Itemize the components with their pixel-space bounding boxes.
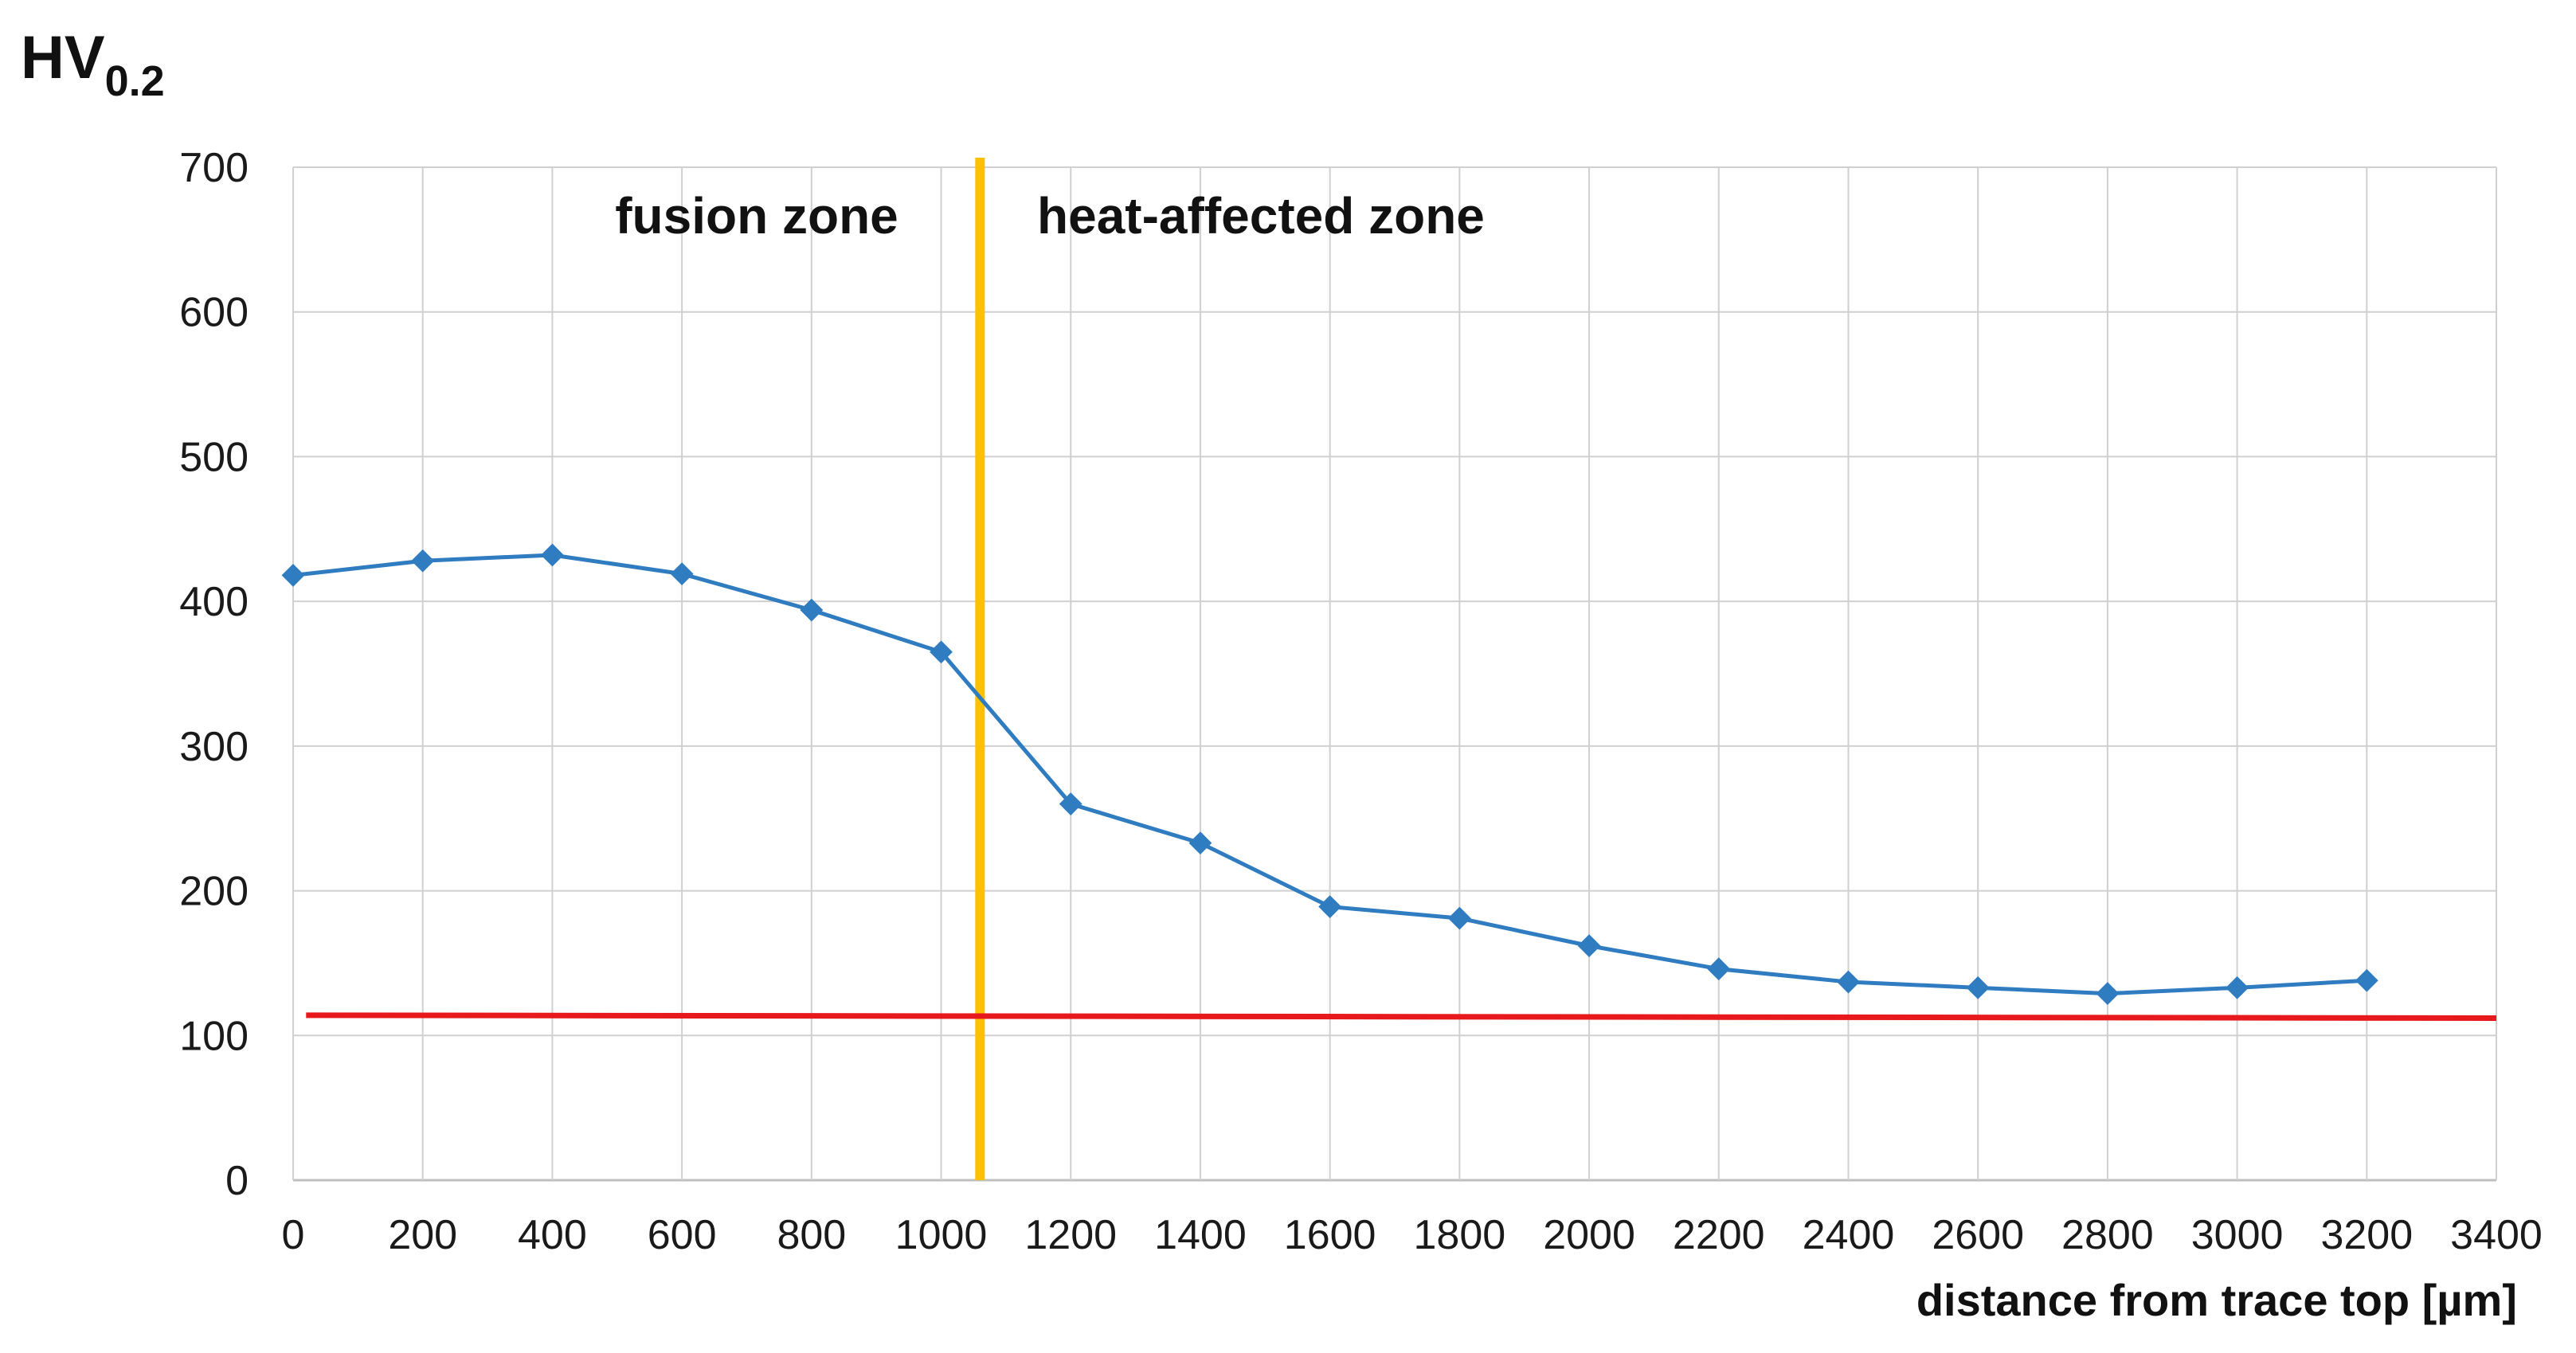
x-tick-label: 1000 xyxy=(895,1212,988,1258)
hardness-point xyxy=(2096,982,2120,1006)
x-tick-label: 3200 xyxy=(2320,1212,2413,1258)
x-tick-label: 800 xyxy=(777,1212,846,1258)
x-tick-label: 1800 xyxy=(1414,1212,1506,1258)
x-tick-label: 1600 xyxy=(1284,1212,1376,1258)
y-tick-label: 100 xyxy=(179,1013,249,1059)
y-tick-label: 200 xyxy=(179,869,249,915)
y-tick-label: 300 xyxy=(179,724,249,770)
hardness-point xyxy=(1059,792,1082,815)
x-tick-label: 1200 xyxy=(1024,1212,1117,1258)
x-tick-label: 0 xyxy=(282,1212,305,1258)
y-tick-label: 400 xyxy=(179,579,249,625)
hardness-point xyxy=(281,564,305,587)
x-tick-label: 2000 xyxy=(1543,1212,1635,1258)
y-tick-label: 0 xyxy=(225,1158,249,1204)
x-tick-label: 2800 xyxy=(2061,1212,2154,1258)
y-axis-title-main: HV xyxy=(21,24,105,92)
y-tick-label: 500 xyxy=(179,434,249,480)
x-tick-label: 2400 xyxy=(1803,1212,1895,1258)
x-tick-label: 400 xyxy=(518,1212,587,1258)
hardness-point xyxy=(1318,895,1342,918)
hardness-point xyxy=(1447,906,1471,930)
reference-line xyxy=(306,1012,2497,1021)
hardness-point xyxy=(1966,976,1990,999)
hardness-point xyxy=(540,543,564,567)
x-tick-label: 1400 xyxy=(1154,1212,1247,1258)
hardness-point xyxy=(1707,957,1731,981)
hardness-point xyxy=(930,640,953,664)
hardness-point xyxy=(800,598,824,622)
hardness-point xyxy=(1837,970,1860,994)
x-axis-title: distance from trace top [µm] xyxy=(1916,1275,2517,1325)
hardness-point xyxy=(2226,976,2249,999)
x-tick-label: 2600 xyxy=(1932,1212,2024,1258)
y-tick-label: 700 xyxy=(179,145,249,191)
y-axis-title-subscript: 0.2 xyxy=(105,57,165,105)
x-tick-label: 3400 xyxy=(2450,1212,2543,1258)
hardness-point xyxy=(2355,968,2378,992)
heat-affected-zone-label: heat-affected zone xyxy=(1037,187,1485,244)
x-tick-label: 200 xyxy=(388,1212,457,1258)
hardness-point xyxy=(670,562,694,586)
hardness-point xyxy=(1577,934,1601,958)
tick-labels: 0 100 200 300 400 500 600 700 0 200 400 600 800 1000 1… xyxy=(179,145,2543,1258)
y-axis-title: HV0.2 xyxy=(21,24,165,105)
x-tick-label: 2200 xyxy=(1673,1212,1765,1258)
x-tick-label: 600 xyxy=(648,1212,717,1258)
x-tick-label: 3000 xyxy=(2191,1212,2284,1258)
series xyxy=(281,543,2497,1021)
hardness-point xyxy=(411,549,435,573)
fusion-zone-label: fusion zone xyxy=(615,187,898,244)
y-tick-label: 600 xyxy=(179,290,249,336)
grid xyxy=(292,166,2497,1182)
hardness-point xyxy=(1188,831,1212,855)
